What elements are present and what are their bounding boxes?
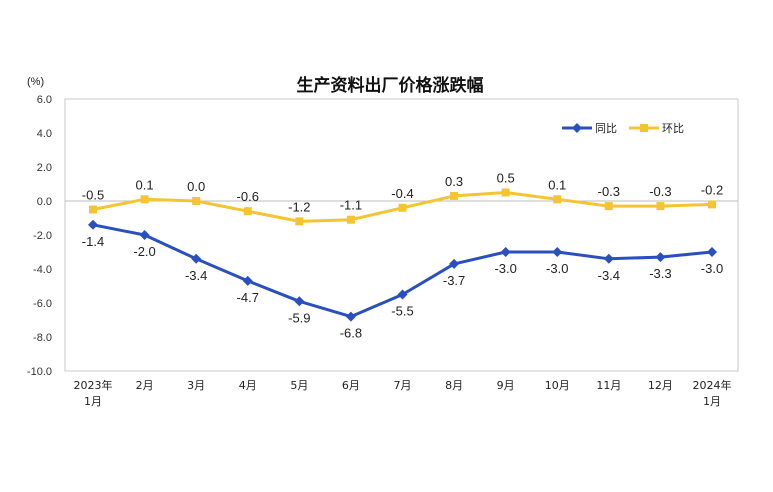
data-label: -2.0	[133, 244, 155, 259]
data-label: -1.4	[82, 234, 104, 249]
y-tick-label: -6.0	[33, 298, 52, 310]
data-label: 0.5	[497, 171, 515, 186]
data-label: 0.3	[445, 174, 463, 189]
x-tick-label: 9月	[497, 379, 515, 392]
y-tick-label: -8.0	[33, 332, 52, 344]
data-label: -6.8	[340, 326, 362, 341]
data-point	[139, 230, 150, 240]
y-tick-label: 0.0	[37, 196, 52, 208]
data-point	[552, 247, 563, 257]
data-label: -0.2	[701, 182, 723, 197]
data-point	[140, 195, 149, 204]
legend-swatch-marker	[572, 123, 582, 133]
data-label: -5.9	[288, 310, 310, 325]
data-label: -3.4	[598, 268, 620, 283]
data-label: -5.5	[391, 304, 413, 319]
data-label: 0.0	[187, 179, 205, 194]
data-point	[242, 275, 253, 286]
x-tick-label: 8月	[445, 379, 463, 392]
x-tick-label: 10月	[545, 379, 570, 392]
y-tick-label: -4.0	[33, 264, 52, 276]
y-tick-label: -2.0	[33, 230, 52, 242]
data-labels: -1.4 -2.0 -3.4 -4.7 -5.9 -6.8 -5.5 -3.7 -3.0 -3.0…	[82, 171, 723, 341]
data-point	[707, 247, 717, 257]
x-tick-label: 5月	[290, 379, 308, 392]
y-tick-label: 4.0	[37, 128, 52, 140]
data-point	[553, 195, 562, 204]
data-point	[191, 253, 202, 264]
data-point	[89, 205, 97, 214]
plot-frame	[64, 98, 739, 372]
x-tick-label: 11月	[596, 379, 621, 392]
y-tick-label: 2.0	[37, 162, 52, 174]
x-tick-label: 7月	[394, 379, 412, 392]
data-label: -1.2	[288, 199, 310, 214]
data-point	[449, 258, 460, 269]
data-point	[345, 311, 356, 322]
data-label: -0.3	[598, 184, 620, 199]
data-point	[243, 207, 252, 216]
data-point	[295, 217, 304, 226]
data-point	[708, 200, 716, 209]
data-label: -1.1	[340, 198, 362, 213]
y-axis-unit: (%)	[27, 76, 44, 88]
legend-label: 同比	[595, 122, 617, 135]
data-label: -3.0	[546, 261, 568, 276]
x-tick-label: 2024年 1月	[693, 378, 732, 408]
x-tick-label: 4月	[239, 379, 257, 392]
data-label: -0.6	[237, 189, 259, 204]
data-label: -0.5	[82, 188, 104, 203]
data-point	[656, 202, 665, 211]
data-label: -3.3	[649, 266, 671, 281]
data-point	[500, 247, 511, 257]
data-point	[346, 215, 355, 224]
x-tick-label: 2023年 1月	[74, 378, 113, 408]
legend-swatch-marker	[640, 124, 648, 132]
x-tick-label: 2月	[136, 379, 154, 392]
data-label: 0.1	[136, 177, 154, 192]
data-point	[397, 289, 408, 300]
legend: 同比 环比	[562, 122, 684, 135]
data-point	[192, 197, 201, 205]
data-point	[398, 203, 407, 212]
data-label: -3.4	[185, 268, 207, 283]
y-tick-label: -10.0	[27, 366, 52, 378]
y-axis-ticks: 6.0 4.0 2.0 0.0 -2.0 -4.0 -6.0 -8.0 -10.0	[27, 94, 52, 378]
data-label: -3.0	[701, 261, 723, 276]
chart-title: 生产资料出厂价格涨跌幅	[297, 75, 484, 96]
x-tick-label: 3月	[187, 379, 205, 392]
data-point	[294, 296, 305, 307]
data-point	[655, 252, 666, 263]
data-point	[501, 188, 510, 197]
x-tick-label: 6月	[342, 379, 360, 392]
data-point	[88, 219, 98, 230]
series-layer	[88, 188, 717, 322]
x-axis-ticks: 2023年 1月 2月 3月 4月 5月 6月 7月 8月 9月 10月 11月 12月 2024年 1月	[74, 378, 732, 408]
y-tick-label: 6.0	[37, 94, 52, 106]
legend-label: 环比	[662, 122, 684, 135]
data-point	[604, 202, 613, 211]
data-label: -3.7	[443, 273, 465, 288]
data-label: -4.7	[237, 290, 259, 305]
data-label: -0.3	[649, 184, 671, 199]
data-label: 0.1	[548, 177, 566, 192]
data-label: -0.4	[391, 186, 413, 201]
data-point	[603, 253, 614, 264]
x-tick-label: 12月	[648, 379, 673, 392]
data-point	[450, 191, 459, 200]
data-label: -3.0	[494, 261, 516, 276]
